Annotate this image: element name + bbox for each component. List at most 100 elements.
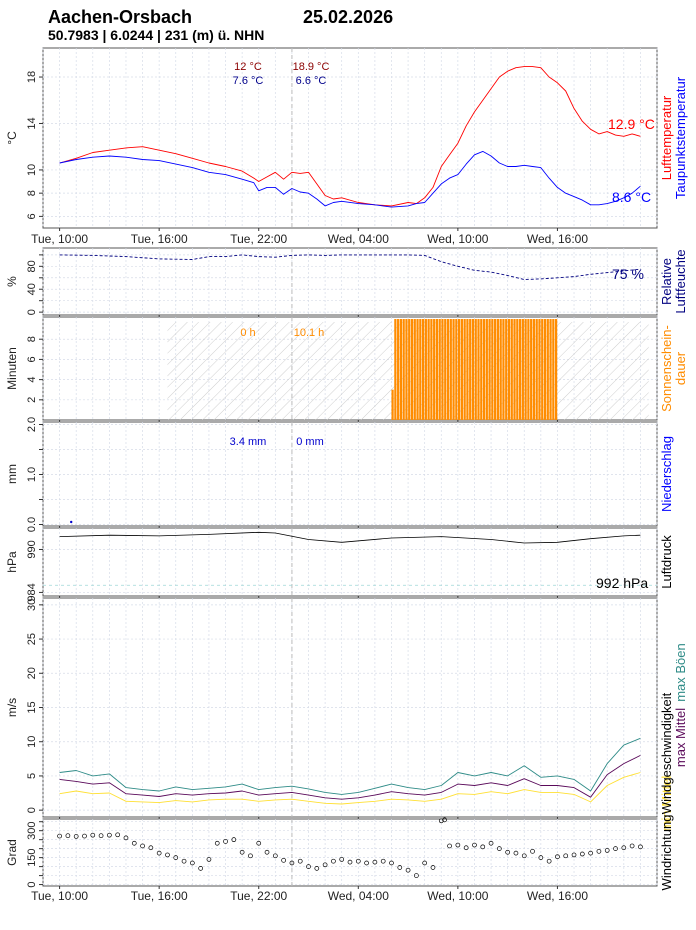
precipitation-ylabel: mm [5,464,19,484]
wind-direction-point [629,843,635,849]
sunshine-bar [546,319,549,420]
wind-direction-point [596,848,602,854]
wind-ytick-label: 25 [26,633,38,645]
wind-direction-point [497,846,502,851]
sunshine-bar [397,319,400,420]
sunshine-ytick-label: 2 [26,397,38,403]
pressure-ytick-label: 984 [26,583,38,601]
sunshine-panel: 2 4 6 8 Minuten 0 h 10.1 h Sonnenschein-dauer [5,316,688,423]
sunshine-bar [449,319,452,420]
sunshine-bar [482,319,486,420]
wind-direction-point [405,867,411,873]
wind-direction-point [488,840,494,846]
wind-direction-point [256,840,262,846]
dewpoint-line [59,150,641,208]
x-tick-label: Tue, 22:00 [230,889,287,903]
wind-direction-point [613,846,618,851]
wind-direction-point [571,852,577,858]
pressure-ylabel: hPa [5,551,19,573]
x-tick-label: Wed, 04:00 [328,889,389,903]
sun-tue-label: 0 h [240,327,255,339]
wind-direction-point [82,833,87,839]
sunshine-bar [541,319,544,420]
wind_direction-frame [42,818,658,887]
side-label-sonnenschein: Sonnenschein- [659,325,674,412]
wind-direction-point [297,858,303,864]
sunshine-bar [405,319,408,420]
sunshine-ytick-label: 8 [26,336,38,342]
sunshine-bar [507,319,511,420]
side-label-relative: Relative [659,258,674,305]
sun-wed-label: 10.1 h [294,327,325,339]
sunshine-bar [554,319,558,420]
wind-direction-point [472,842,477,848]
humidity-ytick-label: 0 [26,309,38,315]
wind-direction-point [447,843,452,849]
temperature-line [59,66,641,207]
rain-tue-label: 3.4 mm [230,436,267,448]
temp-tue-label: 12 °C [234,61,262,73]
temp-wed-label: 18.9 °C [293,61,330,73]
wind-ytick-label: 0 [26,807,38,813]
sunshine-bar [516,319,519,420]
wind-direction-point [107,832,112,838]
wind-direction-point [264,849,270,855]
side-label-taupunkt: Taupunktstemperatur [673,76,688,199]
temperature-frame [42,47,658,229]
wind-direction-point [248,853,253,859]
sunshine-bar [394,319,397,420]
dew-wed-label: 6.6 °C [296,75,327,87]
sunshine-ytick-label: 4 [26,377,38,383]
sunshine-bar [455,319,458,420]
temperature-ytick-label: 14 [26,117,38,129]
temperature-ytick-label: 18 [26,71,38,83]
sunshine-ylabel: Minuten [5,347,19,390]
sunshine-bar [430,319,433,420]
date-title: 25.02.2026 [303,7,394,27]
x-tick-label: Tue, 10:00 [31,889,88,903]
sunshine-bar [535,319,538,420]
wind-direction-point [190,860,195,866]
sunshine-bar [446,319,450,420]
wind_direction-panel: 0 150 300 Grad Windrichtung [5,815,674,891]
sunshine-bar [416,319,419,420]
sunshine-bar [457,319,461,420]
sunshine-bar [532,319,536,420]
sunshine-bar [421,319,425,420]
pressure-frame [42,527,658,597]
precipitation-ytick-label: 2.0 [26,417,38,432]
wind-direction-point [173,855,179,860]
wind-direction-point [322,862,328,868]
sunshine-bar [391,389,394,420]
sunshine-bar [549,319,552,420]
x-tick-label: Tue, 22:00 [230,232,287,246]
wind-direction-point [156,850,162,856]
sunshine-bar [471,319,475,420]
wind-direction-point [272,853,278,859]
sunshine-bar [402,319,405,420]
sunshine-bar [480,319,483,420]
wind_direction-ytick-label: 0 [26,882,38,888]
wind-direction-point [538,855,544,860]
temperature-ylabel: °C [5,131,19,145]
wind-direction-point [521,853,527,859]
sunshine-bar [433,319,436,420]
wind-direction-point [463,845,469,851]
wind-direction-point [364,860,369,866]
wind-direction-point [588,850,593,856]
humidity-current-label: 75 % [612,266,644,282]
sunshine-bar [452,319,455,420]
wind-direction-point [231,837,237,843]
side-label-luftdruck: Luftdruck [659,535,674,589]
wind-direction-point [214,840,220,846]
wind-direction-point [123,835,129,841]
wind_direction-ytick-label: 300 [26,821,38,839]
sunshine-bar [441,319,444,420]
sunshine-bar [463,319,466,420]
wind-direction-point [331,858,336,864]
sunshine-bar [435,319,439,420]
wind-direction-point [289,860,295,866]
precipitation-point [70,520,73,524]
temperature-ytick-label: 6 [26,213,38,219]
